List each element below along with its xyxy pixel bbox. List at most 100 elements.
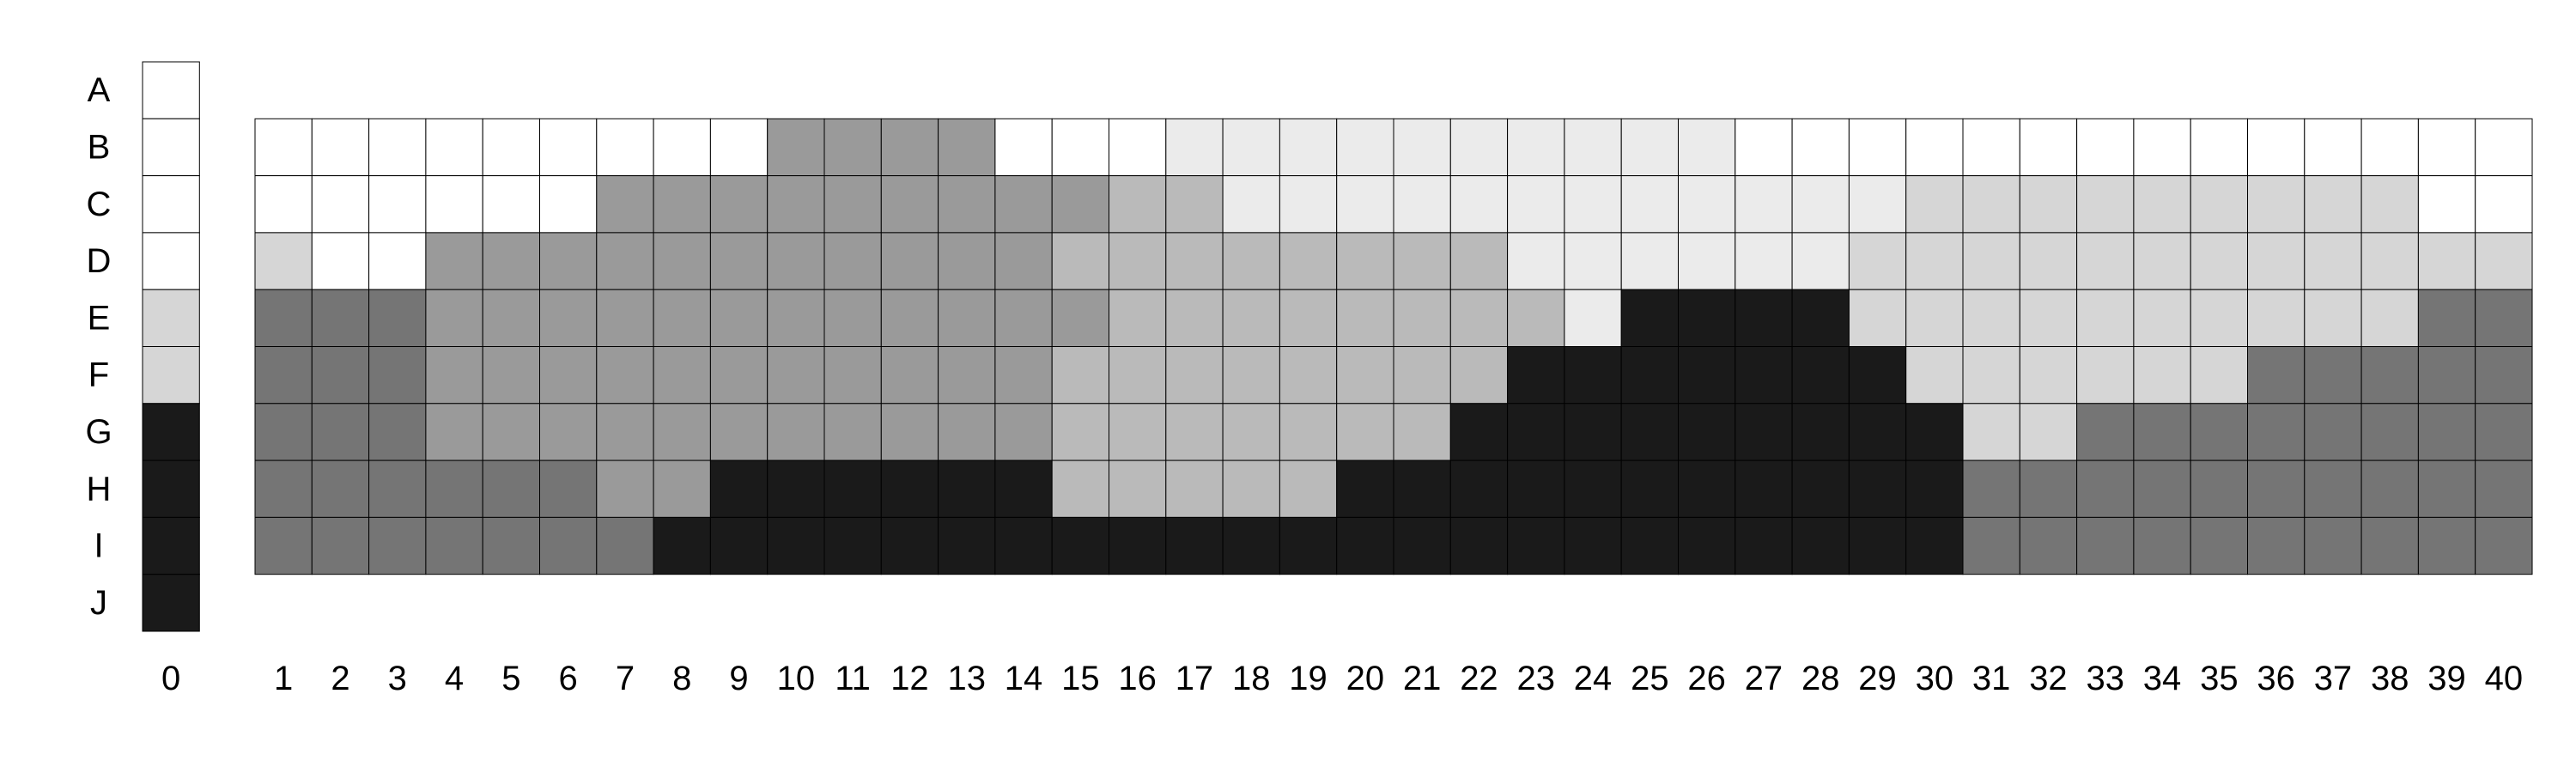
cell-f-15 (1051, 346, 1109, 405)
cell-b-2 (311, 118, 370, 177)
cell-i-33 (2076, 516, 2135, 575)
cell-h-0 (142, 460, 200, 518)
cell-f-1 (254, 346, 313, 405)
cell-c-40 (2475, 175, 2533, 234)
cell-f-33 (2076, 346, 2135, 405)
cell-e-38 (2360, 289, 2419, 348)
cell-c-34 (2133, 175, 2191, 234)
cell-f-23 (1507, 346, 1565, 405)
cell-b-19 (1279, 118, 1338, 177)
cell-i-22 (1449, 516, 1509, 575)
cell-e-37 (2304, 289, 2362, 348)
cell-h-24 (1564, 460, 1622, 518)
cell-i-29 (1848, 516, 1907, 575)
cell-b-17 (1165, 118, 1224, 177)
cell-h-4 (425, 460, 483, 518)
col-label-9: 9 (729, 660, 748, 697)
col-label-13: 13 (948, 660, 987, 697)
cell-e-34 (2133, 289, 2191, 348)
cell-h-13 (938, 460, 996, 518)
cell-j-0 (142, 574, 200, 632)
cell-h-32 (2019, 460, 2078, 518)
cell-e-32 (2019, 289, 2078, 348)
col-label-2: 2 (331, 660, 349, 697)
cell-e-11 (823, 289, 882, 348)
cell-c-27 (1735, 175, 1793, 234)
row-label-h: H (87, 470, 112, 508)
cell-d-15 (1051, 232, 1109, 290)
cell-i-1 (254, 516, 313, 575)
cell-c-31 (1962, 175, 2020, 234)
cell-h-21 (1393, 460, 1451, 518)
cell-h-30 (1905, 460, 1964, 518)
cell-d-9 (709, 232, 769, 290)
column-labels: 0 1 2 3 4 5 6 7 8 9 10 11 12 13 14 15 16 17 18 19 20 21 22 23 24… (161, 660, 2523, 697)
cell-g-39 (2417, 403, 2476, 461)
cell-f-40 (2475, 346, 2533, 405)
cell-i-4 (425, 516, 483, 575)
cell-b-15 (1051, 118, 1109, 177)
cell-i-18 (1222, 516, 1280, 575)
cell-b-5 (482, 118, 541, 177)
cell-h-10 (767, 460, 825, 518)
col-label-38: 38 (2371, 660, 2409, 697)
row-label-e: E (88, 299, 111, 337)
cell-g-3 (368, 403, 427, 461)
cell-e-40 (2475, 289, 2533, 348)
cell-f-10 (767, 346, 825, 405)
cell-h-5 (482, 460, 541, 518)
cell-d-0 (142, 232, 200, 290)
cell-g-33 (2076, 403, 2135, 461)
cell-h-31 (1962, 460, 2020, 518)
cell-g-15 (1051, 403, 1109, 461)
col-label-4: 4 (445, 660, 464, 697)
cell-a-0 (142, 61, 200, 119)
cell-e-36 (2247, 289, 2306, 348)
cell-c-22 (1449, 175, 1509, 234)
cell-e-15 (1051, 289, 1109, 348)
cell-i-14 (994, 516, 1053, 575)
cell-c-11 (823, 175, 882, 234)
cell-b-27 (1735, 118, 1793, 177)
col-label-14: 14 (1005, 660, 1043, 697)
cell-h-27 (1735, 460, 1793, 518)
cell-g-10 (767, 403, 825, 461)
cell-g-21 (1393, 403, 1451, 461)
cell-b-25 (1620, 118, 1679, 177)
cell-g-23 (1507, 403, 1565, 461)
cell-i-37 (2304, 516, 2362, 575)
cell-c-38 (2360, 175, 2419, 234)
cell-g-27 (1735, 403, 1793, 461)
cell-b-18 (1222, 118, 1280, 177)
cell-d-4 (425, 232, 483, 290)
cell-c-33 (2076, 175, 2135, 234)
cell-c-14 (994, 175, 1053, 234)
cell-g-4 (425, 403, 483, 461)
cell-f-0 (142, 346, 200, 405)
col-label-36: 36 (2257, 660, 2295, 697)
cell-c-17 (1165, 175, 1224, 234)
cell-g-24 (1564, 403, 1622, 461)
cell-i-25 (1620, 516, 1679, 575)
cell-f-21 (1393, 346, 1451, 405)
cell-c-35 (2190, 175, 2248, 234)
cell-d-20 (1336, 232, 1394, 290)
cell-h-26 (1678, 460, 1736, 518)
cell-i-17 (1165, 516, 1224, 575)
cell-b-12 (880, 118, 939, 177)
cell-i-10 (767, 516, 825, 575)
cell-e-26 (1678, 289, 1736, 348)
cell-g-35 (2190, 403, 2248, 461)
cell-b-1 (254, 118, 313, 177)
cell-h-29 (1848, 460, 1907, 518)
cell-d-12 (880, 232, 939, 290)
cell-g-38 (2360, 403, 2419, 461)
cell-i-16 (1109, 516, 1167, 575)
cell-e-35 (2190, 289, 2248, 348)
cell-f-37 (2304, 346, 2362, 405)
cell-d-3 (368, 232, 427, 290)
cell-g-19 (1279, 403, 1338, 461)
cell-d-19 (1279, 232, 1338, 290)
cell-h-2 (311, 460, 370, 518)
